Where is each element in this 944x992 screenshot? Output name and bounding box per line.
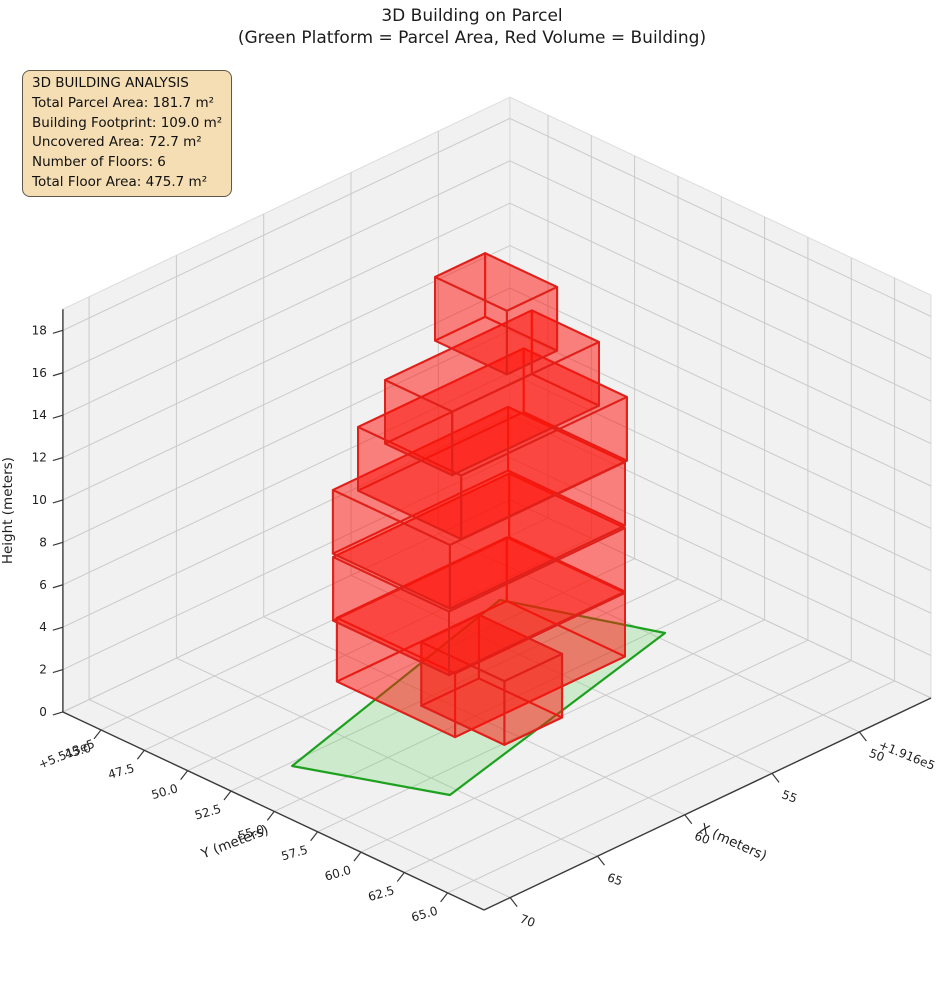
building-floor-1-annex bbox=[503, 652, 564, 746]
z-tick bbox=[52, 668, 64, 674]
building-floor-2 bbox=[448, 527, 626, 677]
y-tick-label: 60.0 bbox=[323, 863, 353, 884]
z-tick bbox=[52, 711, 64, 716]
grid-line-y bbox=[447, 680, 895, 894]
grid-line-z bbox=[509, 499, 932, 699]
grid-line-z bbox=[62, 372, 511, 586]
z-tick bbox=[52, 329, 64, 334]
x-tick-label: 70 bbox=[518, 912, 537, 930]
building-floor-5 bbox=[451, 341, 600, 477]
z-tick-label: 8 bbox=[39, 535, 47, 549]
grid-line-z bbox=[62, 414, 511, 628]
info-line-uncovered: Uncovered Area: 72.7 m² bbox=[32, 134, 202, 151]
title-block: 3D Building on Parcel (Green Platform = … bbox=[0, 5, 944, 49]
building-floor-6 bbox=[505, 286, 559, 376]
grid-line-z bbox=[62, 499, 511, 713]
info-line-heading: 3D BUILDING ANALYSIS bbox=[32, 75, 189, 91]
z-axis-label: Height (meters) bbox=[0, 457, 16, 564]
grid-line-x bbox=[88, 699, 511, 899]
z-tick-label: 2 bbox=[39, 663, 47, 677]
z-tick-label: 4 bbox=[39, 620, 47, 634]
z-tick-label: 6 bbox=[39, 578, 47, 592]
z-tick bbox=[52, 584, 64, 589]
grid-line-z bbox=[509, 457, 932, 657]
x-tick-label: 55 bbox=[780, 787, 799, 805]
y-tick bbox=[180, 770, 189, 781]
y-tick-label: 65.0 bbox=[410, 904, 440, 925]
y-tick bbox=[353, 851, 362, 862]
grid-line-x bbox=[263, 616, 686, 816]
y-tick-label: 47.5 bbox=[106, 761, 136, 782]
z-tick-label: 12 bbox=[32, 451, 47, 465]
grid-line-z bbox=[62, 457, 511, 671]
y-tick bbox=[223, 790, 232, 801]
y-tick-label: 62.5 bbox=[366, 883, 396, 904]
grid-line-y bbox=[360, 639, 809, 853]
x-tick bbox=[858, 731, 867, 742]
info-line-floors: Number of Floors: 6 bbox=[32, 154, 166, 171]
grid-line-z bbox=[62, 329, 511, 543]
y-tick-label: 50.0 bbox=[150, 781, 180, 802]
grid-line-z bbox=[509, 117, 932, 317]
grid-line-z bbox=[62, 160, 511, 374]
info-line-parcel-area: Total Parcel Area: 181.7 m² bbox=[32, 94, 215, 111]
grid-line-z bbox=[509, 414, 932, 614]
building-floor-3 bbox=[448, 461, 626, 610]
y-tick bbox=[396, 872, 405, 882]
z-tick-label: 14 bbox=[32, 408, 47, 422]
y-tick bbox=[266, 811, 275, 821]
z-tick-label: 0 bbox=[39, 705, 47, 719]
x-tick bbox=[509, 897, 518, 907]
x-tick-label: 60 bbox=[693, 829, 712, 847]
y-tick bbox=[310, 831, 319, 842]
z-tick-label: 16 bbox=[32, 366, 47, 380]
z-tick bbox=[52, 541, 64, 546]
grid-line-z bbox=[62, 117, 511, 331]
grid-line-z bbox=[509, 287, 932, 487]
grid-line-z bbox=[509, 202, 932, 402]
analysis-info-box: 3D BUILDING ANALYSIS Total Parcel Area: … bbox=[22, 70, 232, 197]
info-line-floor-area: Total Floor Area: 475.7 m² bbox=[32, 173, 208, 190]
z-tick bbox=[52, 626, 64, 631]
z-tick bbox=[52, 456, 64, 462]
grid-line-z bbox=[509, 245, 932, 445]
y-axis-label: Y (meters) bbox=[198, 822, 271, 863]
x-tick bbox=[597, 855, 605, 866]
info-line-footprint: Building Footprint: 109.0 m² bbox=[32, 114, 223, 131]
x-axis-offset: +1.916e5 bbox=[877, 738, 937, 773]
y-tick-label: 52.5 bbox=[193, 802, 223, 823]
y-tick bbox=[136, 749, 145, 760]
y-tick-label: 57.5 bbox=[280, 843, 310, 864]
grid-line-x bbox=[176, 657, 598, 857]
x-axis-line bbox=[483, 697, 932, 911]
x-tick bbox=[684, 814, 693, 825]
chart-title: 3D Building on Parcel bbox=[381, 6, 563, 26]
grid-line-z bbox=[509, 329, 932, 529]
grid-line-x bbox=[438, 533, 860, 733]
z-tick-label: 10 bbox=[32, 493, 47, 507]
z-tick bbox=[52, 499, 64, 504]
parcel-polygon bbox=[291, 598, 667, 797]
x-tick-label: 65 bbox=[605, 870, 624, 888]
building-floor-4 bbox=[460, 396, 628, 541]
grid-line-y bbox=[187, 558, 635, 772]
grid-line-z bbox=[509, 160, 932, 360]
y-tick bbox=[440, 892, 449, 903]
grid-line-z bbox=[62, 202, 511, 416]
x-tick-label: 50 bbox=[867, 746, 886, 764]
z-tick bbox=[52, 372, 64, 377]
grid-line-y bbox=[404, 660, 852, 873]
y-axis-line bbox=[62, 711, 485, 911]
x-tick bbox=[771, 773, 780, 783]
y-tick bbox=[93, 729, 102, 740]
chart-subtitle: (Green Platform = Parcel Area, Red Volum… bbox=[237, 28, 707, 48]
grid-line-y bbox=[144, 537, 592, 751]
grid-line-z bbox=[509, 372, 932, 572]
z-tick bbox=[52, 414, 64, 419]
z-tick-label: 18 bbox=[32, 323, 47, 337]
